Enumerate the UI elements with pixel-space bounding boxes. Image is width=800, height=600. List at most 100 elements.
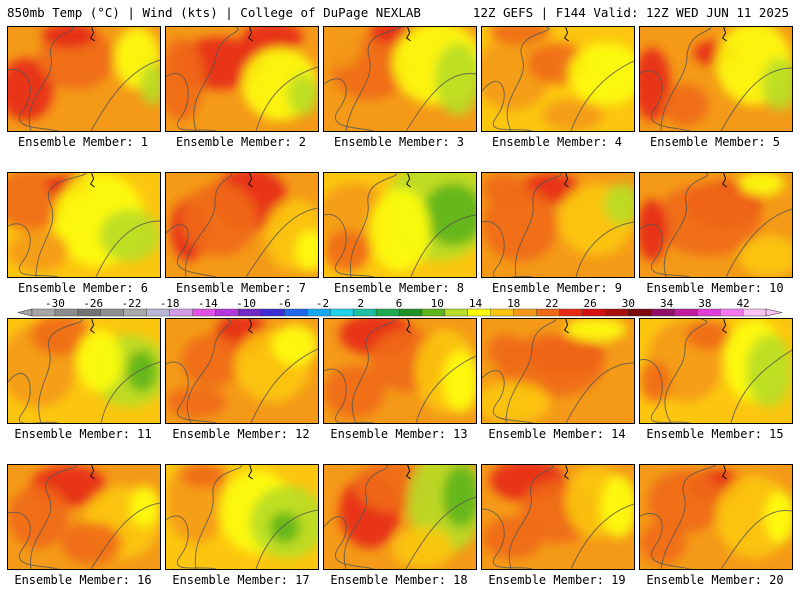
contour-line <box>324 78 375 131</box>
contour-line <box>166 361 217 423</box>
temperature-field <box>640 173 792 277</box>
colorbar-tick-label: -6 <box>278 297 291 310</box>
contour-line <box>194 465 242 569</box>
colorbar-swatch <box>375 308 400 317</box>
contour-line <box>90 59 160 131</box>
ensemble-member-label: Ensemble Member: 11 <box>14 427 152 441</box>
contour-line <box>640 223 691 277</box>
coastline <box>563 173 569 188</box>
temperature-colorbar: -30 -26 -22 -18 -14 -10 -6 -2 2 6 10 14 18 22 26 30 34 38… <box>17 297 783 317</box>
ensemble-member-label: Ensemble Member: 17 <box>172 573 310 587</box>
temperature-field <box>482 173 634 277</box>
colorbar-tick-label: 22 <box>545 297 558 310</box>
ensemble-member-label: Ensemble Member: 7 <box>175 281 307 295</box>
colorbar-swatch <box>169 308 194 317</box>
colorbar-max-arrow <box>765 308 783 317</box>
colorbar-tick-label: 14 <box>469 297 483 310</box>
colorbar-min-arrow <box>17 308 33 317</box>
ensemble-member-map <box>639 464 793 570</box>
coastline <box>247 319 253 334</box>
colorbar-swatch <box>444 308 469 317</box>
temperature-region <box>8 230 69 272</box>
ensemble-member-label: Ensemble Member: 20 <box>646 573 784 587</box>
colorbar-swatch <box>146 308 171 317</box>
coastline <box>405 465 411 480</box>
colorbar-swatch <box>54 308 79 317</box>
colorbar-tick-label: -30 <box>45 297 65 310</box>
contour-line <box>508 465 554 569</box>
contour-line <box>186 319 232 423</box>
contour-line <box>324 516 375 569</box>
contour-line <box>570 60 634 131</box>
contour-line <box>663 173 709 277</box>
colorbar-tick-label: 2 <box>357 297 364 310</box>
ensemble-member-label: Ensemble Member: 4 <box>491 135 623 149</box>
contour-line <box>640 512 691 569</box>
temperature-region <box>324 230 370 272</box>
ensemble-member-map <box>481 26 635 132</box>
colorbar-tick-label: 18 <box>507 297 520 310</box>
colorbar-tick-label: 42 <box>736 297 749 310</box>
contour-line <box>90 502 160 569</box>
contour-line <box>640 359 691 423</box>
contour-line <box>35 173 87 277</box>
temperature-field <box>482 465 634 569</box>
temperature-region <box>242 27 303 53</box>
ensemble-member-map <box>481 318 635 424</box>
temperature-region <box>568 42 634 105</box>
temperature-region <box>166 37 204 121</box>
contour-line <box>8 511 59 569</box>
ensemble-member-label: Ensemble Member: 18 <box>330 573 468 587</box>
temperature-region <box>738 173 785 196</box>
contour-line <box>482 370 533 423</box>
contour-line <box>565 362 634 423</box>
contour-line <box>185 173 233 277</box>
colorbar-swatch <box>513 308 538 317</box>
coastline <box>89 319 95 334</box>
contour-line <box>514 173 562 277</box>
temperature-region <box>392 527 454 569</box>
colorbar-swatch <box>352 308 377 317</box>
temperature-region <box>640 360 671 403</box>
contour-line <box>166 72 217 131</box>
colorbar-swatch <box>215 308 239 317</box>
temperature-field <box>8 319 160 423</box>
temperature-region <box>482 173 528 205</box>
ensemble-member-map <box>323 172 477 278</box>
temperature-field <box>166 465 318 569</box>
coastline <box>89 173 95 188</box>
contour-line <box>482 508 533 569</box>
temperature-field <box>482 319 634 423</box>
temperature-field <box>166 173 318 277</box>
coastline <box>405 319 411 334</box>
contour-line <box>482 81 533 131</box>
ensemble-member-label: Ensemble Member: 3 <box>333 135 465 149</box>
coastline <box>247 27 253 42</box>
ensemble-member-map <box>481 172 635 278</box>
temperature-region <box>442 465 476 528</box>
colorbar-tick-label: -26 <box>83 297 103 310</box>
ensemble-member-label: Ensemble Member: 2 <box>175 135 307 149</box>
contour-line <box>640 70 691 131</box>
coastline <box>721 27 727 42</box>
ensemble-member-map <box>639 172 793 278</box>
contour-line <box>166 515 217 569</box>
colorbar-swatch <box>261 308 285 317</box>
temperature-region <box>640 47 671 121</box>
contour-line <box>349 173 397 277</box>
coastline <box>405 173 411 188</box>
temperature-field <box>640 319 792 423</box>
colorbar-swatch <box>605 308 629 317</box>
map-title: 850mb Temp (°C) | Wind (kts) | College o… <box>7 5 421 20</box>
colorbar-swatch <box>77 308 102 317</box>
coastline <box>89 27 95 42</box>
ensemble-member-map <box>7 26 161 132</box>
ensemble-member-map <box>323 318 477 424</box>
contour-line <box>193 27 239 131</box>
temperature-region <box>129 485 160 528</box>
temperature-region <box>497 334 604 397</box>
temperature-region <box>486 334 524 366</box>
colorbar-swatch <box>192 308 216 317</box>
coastline <box>89 465 95 480</box>
ensemble-member-map <box>7 464 161 570</box>
